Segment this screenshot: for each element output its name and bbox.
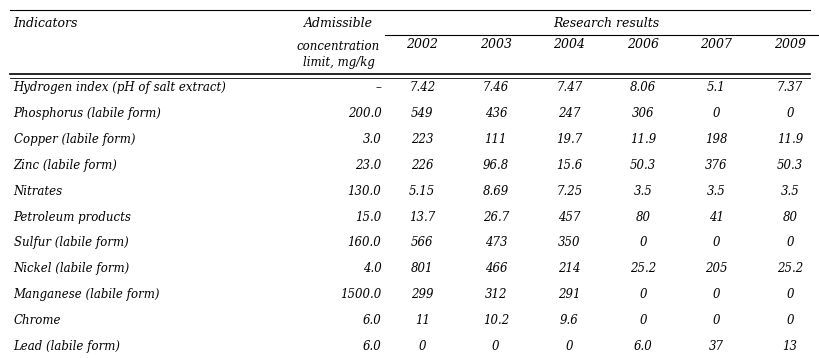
Text: 3.5: 3.5 — [706, 185, 725, 198]
Text: 2009: 2009 — [773, 38, 805, 50]
Text: 5.1: 5.1 — [706, 81, 725, 94]
Text: 80: 80 — [635, 211, 649, 223]
Text: 223: 223 — [410, 133, 433, 146]
Text: 2003: 2003 — [479, 38, 511, 50]
Text: 8.06: 8.06 — [629, 81, 655, 94]
Text: 7.47: 7.47 — [555, 81, 581, 94]
Text: 7.37: 7.37 — [776, 81, 802, 94]
Text: 291: 291 — [558, 288, 580, 301]
Text: Phosphorus (labile form): Phosphorus (labile form) — [14, 107, 161, 120]
Text: 96.8: 96.8 — [482, 159, 509, 171]
Text: 11.9: 11.9 — [776, 133, 802, 146]
Text: 0: 0 — [785, 236, 793, 250]
Text: 376: 376 — [704, 159, 726, 171]
Text: 50.3: 50.3 — [776, 159, 802, 171]
Text: 3.0: 3.0 — [362, 133, 381, 146]
Text: Admissible: Admissible — [304, 17, 373, 30]
Text: concentration
limit, mg/kg: concentration limit, mg/kg — [296, 40, 380, 69]
Text: 9.6: 9.6 — [559, 314, 578, 327]
Text: 6.0: 6.0 — [362, 314, 381, 327]
Text: 0: 0 — [785, 288, 793, 301]
Text: 0: 0 — [712, 314, 719, 327]
Text: 0: 0 — [638, 288, 646, 301]
Text: 0: 0 — [418, 340, 426, 353]
Text: 8.69: 8.69 — [482, 185, 509, 198]
Text: 200.0: 200.0 — [347, 107, 381, 120]
Text: 15.6: 15.6 — [555, 159, 581, 171]
Text: 0: 0 — [491, 340, 499, 353]
Text: Nitrates: Nitrates — [14, 185, 63, 198]
Text: 6.0: 6.0 — [633, 340, 651, 353]
Text: 11.9: 11.9 — [629, 133, 655, 146]
Text: 23.0: 23.0 — [355, 159, 381, 171]
Text: 7.42: 7.42 — [409, 81, 435, 94]
Text: 205: 205 — [704, 262, 726, 275]
Text: 3.5: 3.5 — [633, 185, 651, 198]
Text: 566: 566 — [410, 236, 433, 250]
Text: 0: 0 — [785, 314, 793, 327]
Text: 111: 111 — [484, 133, 506, 146]
Text: Sulfur (labile form): Sulfur (labile form) — [14, 236, 129, 250]
Text: Nickel (labile form): Nickel (labile form) — [14, 262, 129, 275]
Text: 37: 37 — [708, 340, 723, 353]
Text: –: – — [375, 81, 381, 94]
Text: Hydrogen index (pH of salt extract): Hydrogen index (pH of salt extract) — [14, 81, 226, 94]
Text: 801: 801 — [410, 262, 433, 275]
Text: 1500.0: 1500.0 — [340, 288, 381, 301]
Text: 0: 0 — [712, 288, 719, 301]
Text: 466: 466 — [484, 262, 506, 275]
Text: Chrome: Chrome — [14, 314, 61, 327]
Text: Copper (labile form): Copper (labile form) — [14, 133, 135, 146]
Text: 0: 0 — [638, 236, 646, 250]
Text: 11: 11 — [414, 314, 429, 327]
Text: 299: 299 — [410, 288, 433, 301]
Text: 226: 226 — [410, 159, 433, 171]
Text: 130.0: 130.0 — [347, 185, 381, 198]
Text: 2004: 2004 — [553, 38, 585, 50]
Text: 7.25: 7.25 — [555, 185, 581, 198]
Text: 214: 214 — [558, 262, 580, 275]
Text: Indicators: Indicators — [14, 17, 78, 30]
Text: 50.3: 50.3 — [629, 159, 655, 171]
Text: 25.2: 25.2 — [776, 262, 802, 275]
Text: 5.15: 5.15 — [409, 185, 435, 198]
Text: 6.0: 6.0 — [362, 340, 381, 353]
Text: 2006: 2006 — [627, 38, 658, 50]
Text: 3.5: 3.5 — [780, 185, 799, 198]
Text: 0: 0 — [565, 340, 572, 353]
Text: 0: 0 — [785, 107, 793, 120]
Text: 198: 198 — [704, 133, 726, 146]
Text: 80: 80 — [781, 211, 797, 223]
Text: 457: 457 — [558, 211, 580, 223]
Text: 306: 306 — [631, 107, 654, 120]
Text: 25.2: 25.2 — [629, 262, 655, 275]
Text: 41: 41 — [708, 211, 723, 223]
Text: Zinc (labile form): Zinc (labile form) — [14, 159, 117, 171]
Text: 2007: 2007 — [699, 38, 731, 50]
Text: 13: 13 — [781, 340, 797, 353]
Text: 7.46: 7.46 — [482, 81, 509, 94]
Text: Research results: Research results — [552, 17, 658, 30]
Text: 0: 0 — [712, 236, 719, 250]
Text: 473: 473 — [484, 236, 506, 250]
Text: 0: 0 — [712, 107, 719, 120]
Text: 160.0: 160.0 — [347, 236, 381, 250]
Text: 436: 436 — [484, 107, 506, 120]
Text: 350: 350 — [558, 236, 580, 250]
Text: 549: 549 — [410, 107, 433, 120]
Text: 26.7: 26.7 — [482, 211, 509, 223]
Text: 10.2: 10.2 — [482, 314, 509, 327]
Text: Petroleum products: Petroleum products — [14, 211, 131, 223]
Text: 312: 312 — [484, 288, 506, 301]
Text: 15.0: 15.0 — [355, 211, 381, 223]
Text: Lead (labile form): Lead (labile form) — [14, 340, 120, 353]
Text: 247: 247 — [558, 107, 580, 120]
Text: 19.7: 19.7 — [555, 133, 581, 146]
Text: 13.7: 13.7 — [409, 211, 435, 223]
Text: 2002: 2002 — [405, 38, 437, 50]
Text: 0: 0 — [638, 314, 646, 327]
Text: 4.0: 4.0 — [362, 262, 381, 275]
Text: Manganese (labile form): Manganese (labile form) — [14, 288, 160, 301]
